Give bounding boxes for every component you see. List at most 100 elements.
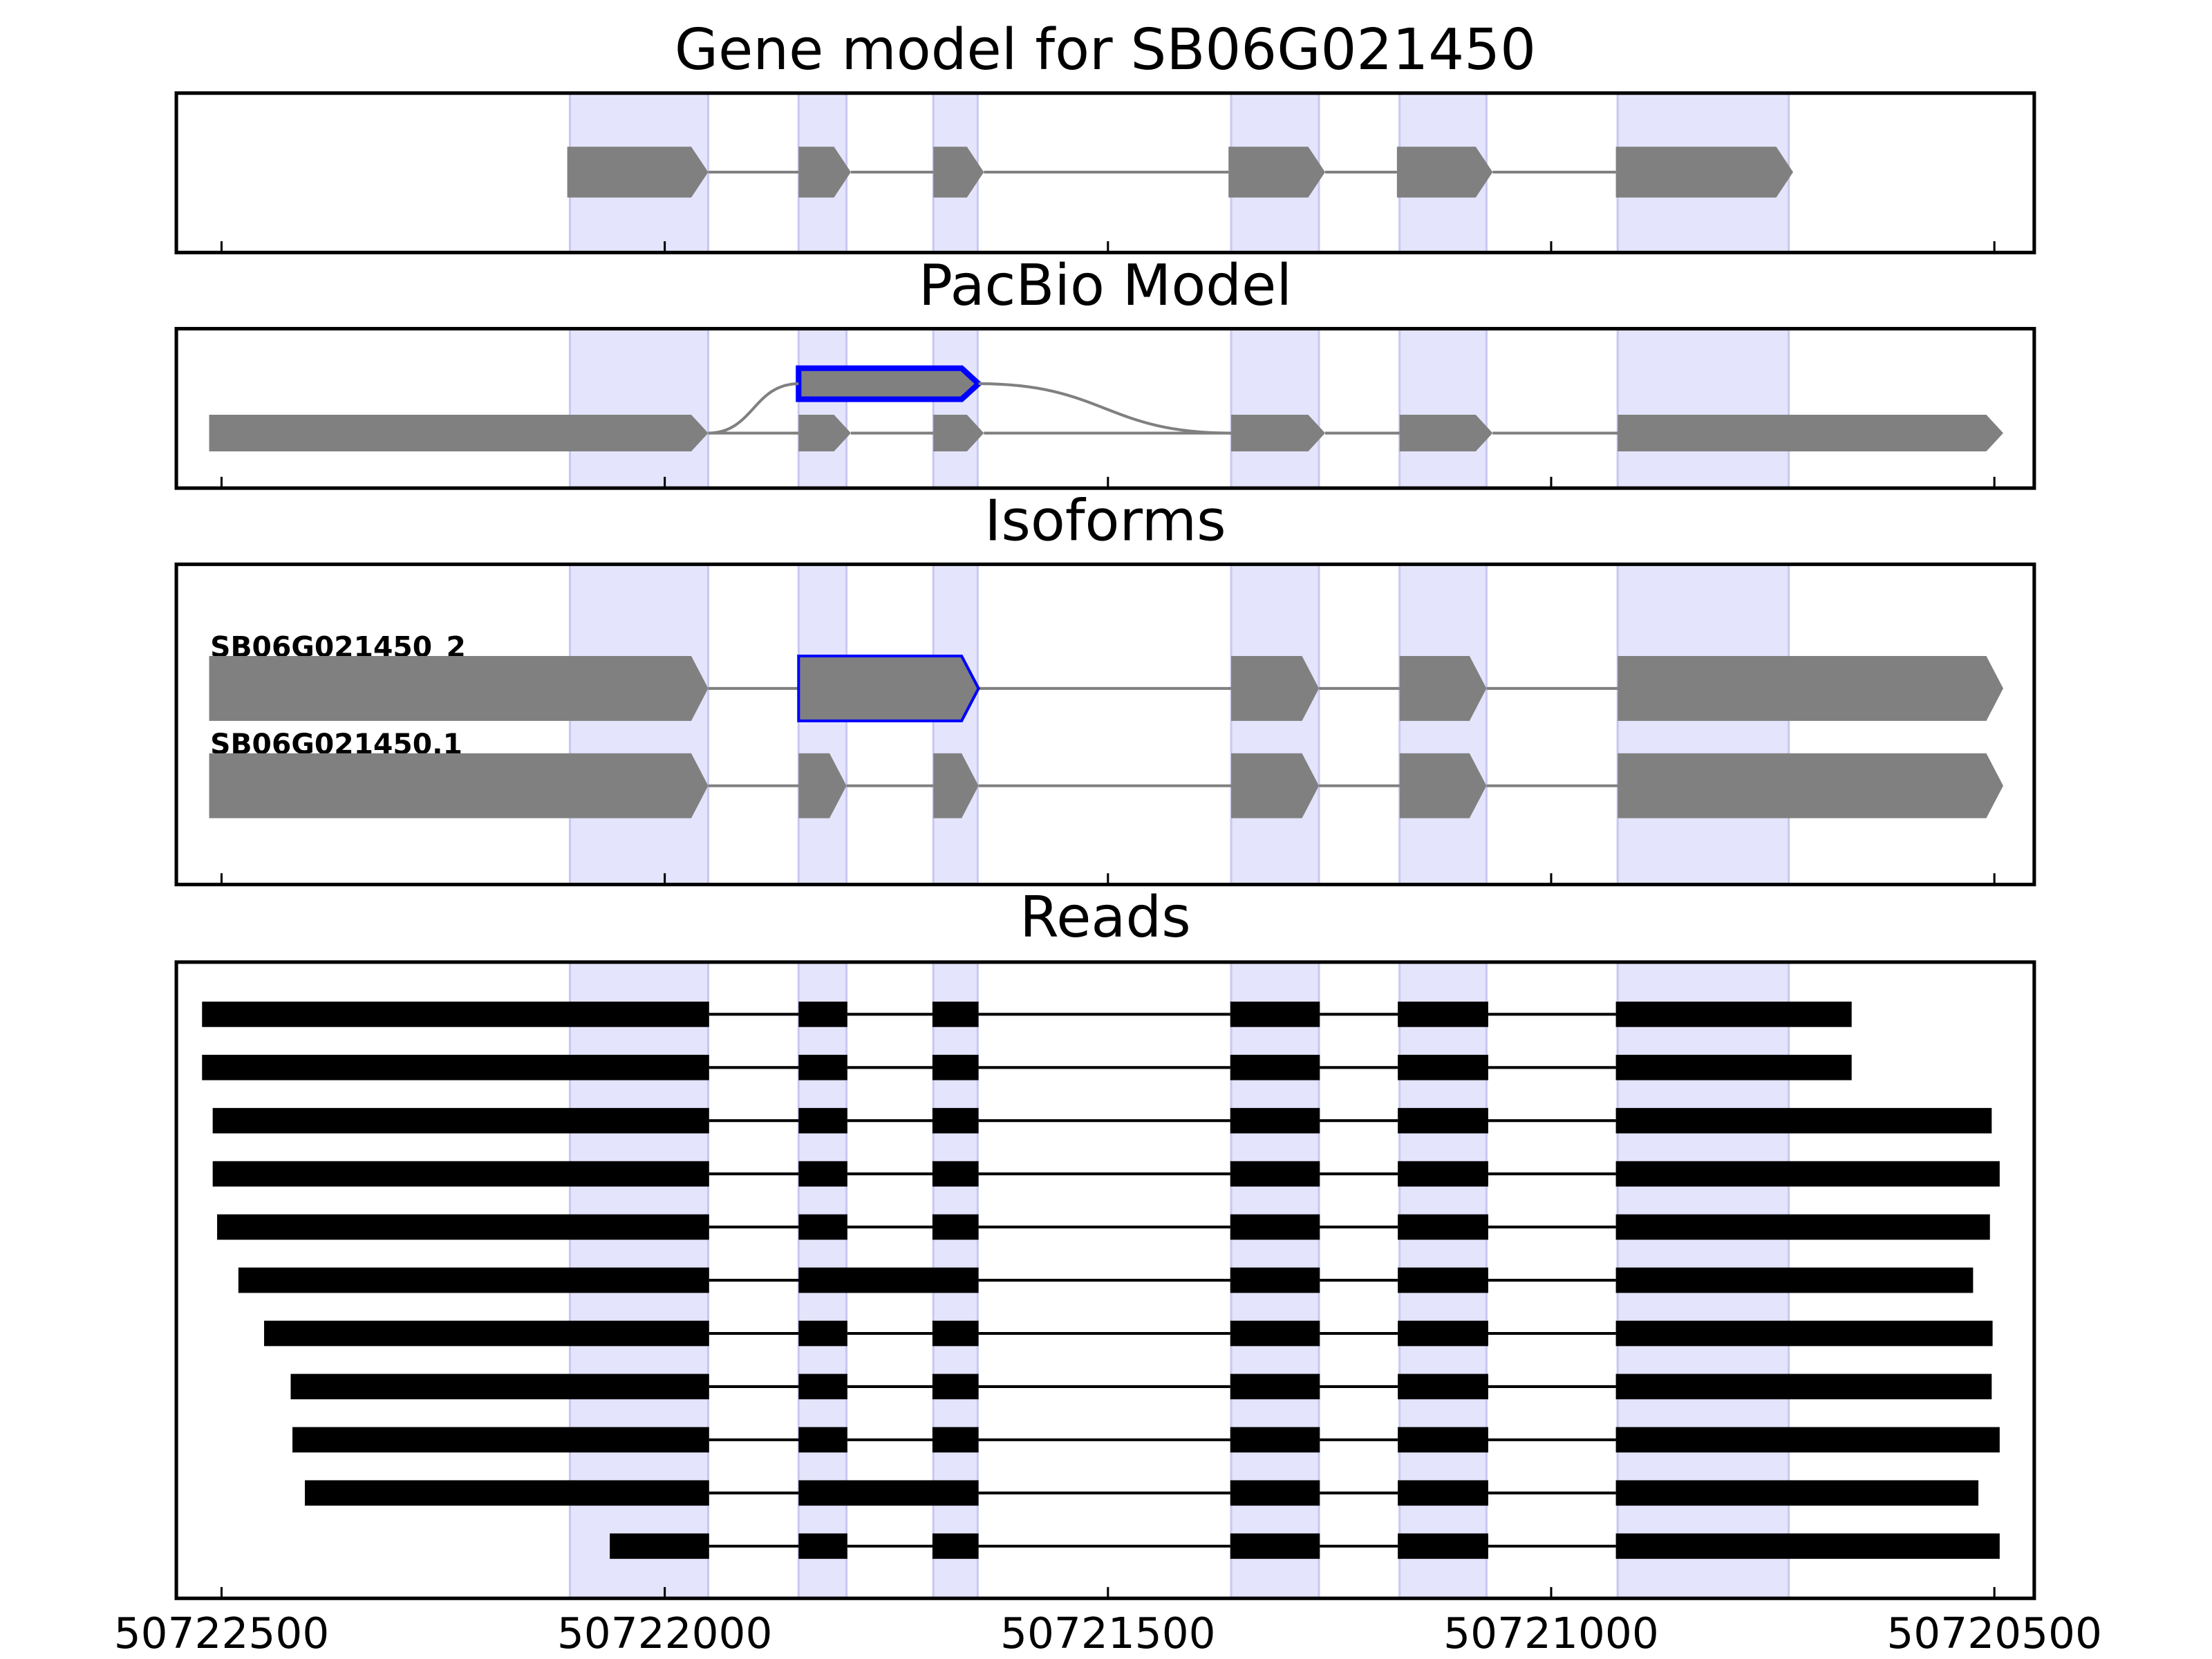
- read-block: [932, 1001, 979, 1027]
- panel-title: Reads: [1020, 885, 1191, 950]
- read-block: [1615, 1267, 1974, 1293]
- exon: [1231, 415, 1325, 452]
- read-block: [798, 1054, 847, 1080]
- read-block: [1615, 1001, 1852, 1027]
- exon: [797, 654, 980, 722]
- exon-highlight: [1398, 563, 1488, 886]
- read-block: [798, 1480, 979, 1506]
- exon: [933, 415, 984, 452]
- exon: [1618, 415, 2003, 452]
- panel-frame: [174, 326, 2036, 490]
- exon: [1231, 655, 1320, 721]
- junction-curve: [978, 382, 1232, 435]
- read-block: [798, 1427, 847, 1453]
- x-tick-label: 50720500: [1886, 1609, 2102, 1658]
- read-block: [1230, 1107, 1320, 1134]
- panel-frame: [174, 562, 2036, 887]
- read-block: [1615, 1533, 2000, 1559]
- read-block: [932, 1107, 979, 1134]
- read-block: [1398, 1480, 1488, 1506]
- exon: [1615, 147, 1794, 198]
- read-block: [1615, 1161, 2000, 1187]
- exon-highlight: [932, 327, 979, 489]
- panel-title: Gene model for SB06G021450: [675, 17, 1536, 83]
- exon: [933, 147, 984, 198]
- exon-highlight: [1616, 563, 1790, 886]
- x-tick-label: 50721500: [1000, 1609, 1216, 1658]
- x-tick-label: 50721000: [1443, 1609, 1659, 1658]
- read-block: [1230, 1320, 1320, 1347]
- read-block: [1230, 1374, 1320, 1400]
- read-block: [1398, 1267, 1488, 1293]
- read-block: [1230, 1480, 1320, 1506]
- read-block: [1230, 1214, 1320, 1240]
- exon-highlight: [797, 563, 848, 886]
- read-block: [1230, 1161, 1320, 1187]
- exon: [1618, 655, 2003, 721]
- panel-frame: [174, 91, 2036, 254]
- read-block: [264, 1320, 709, 1347]
- read-block: [1230, 1427, 1320, 1453]
- read-block: [798, 1320, 847, 1347]
- read-block: [610, 1533, 709, 1559]
- exon: [1399, 753, 1487, 818]
- read-block: [217, 1214, 709, 1240]
- read-block: [1230, 1533, 1320, 1559]
- read-block: [932, 1054, 979, 1080]
- read-block: [798, 1267, 979, 1293]
- read-block: [290, 1374, 709, 1400]
- exon: [798, 415, 851, 452]
- read-block: [292, 1427, 709, 1453]
- read-block: [798, 1107, 847, 1134]
- read-block: [1398, 1214, 1488, 1240]
- exon-highlight: [568, 327, 710, 489]
- exon-highlight: [1398, 327, 1488, 489]
- read-block: [1615, 1107, 1992, 1134]
- panel-title: PacBio Model: [919, 253, 1292, 319]
- read-block: [1615, 1480, 1979, 1506]
- read-block: [1615, 1214, 1990, 1240]
- read-block: [1230, 1054, 1320, 1080]
- x-tick-label: 50722000: [557, 1609, 773, 1658]
- panel-frame: [174, 960, 2036, 1600]
- read-block: [1615, 1427, 2000, 1453]
- read-block: [305, 1480, 709, 1506]
- exon: [933, 753, 979, 818]
- exon: [1399, 655, 1487, 721]
- read-block: [798, 1533, 847, 1559]
- exon: [209, 415, 709, 452]
- panel-title: Isoforms: [984, 489, 1226, 554]
- read-block: [1398, 1533, 1488, 1559]
- read-block: [212, 1107, 709, 1134]
- read-block: [1398, 1054, 1488, 1080]
- read-block: [1230, 1267, 1320, 1293]
- exon: [1228, 147, 1325, 198]
- read-block: [798, 1001, 847, 1027]
- exon: [1399, 415, 1493, 452]
- read-block: [932, 1320, 979, 1347]
- junction-curve: [708, 382, 799, 435]
- read-block: [1230, 1001, 1320, 1027]
- read-block: [932, 1427, 979, 1453]
- read-block: [1398, 1161, 1488, 1187]
- read-block: [1615, 1320, 1993, 1347]
- exon: [567, 147, 709, 198]
- read-block: [1398, 1427, 1488, 1453]
- read-block: [1398, 1374, 1488, 1400]
- read-block: [932, 1161, 979, 1187]
- exon-highlight: [1616, 327, 1790, 489]
- x-tick-label: 50722500: [114, 1609, 330, 1658]
- read-block: [202, 1054, 709, 1080]
- exon: [209, 655, 709, 721]
- read-block: [1398, 1107, 1488, 1134]
- exon-highlight: [568, 563, 710, 886]
- exon-highlight: [932, 563, 979, 886]
- read-block: [798, 1374, 847, 1400]
- read-block: [1398, 1320, 1488, 1347]
- read-block: [932, 1214, 979, 1240]
- read-block: [1615, 1054, 1852, 1080]
- read-block: [932, 1374, 979, 1400]
- exon: [798, 147, 851, 198]
- exon-highlight: [1230, 327, 1320, 489]
